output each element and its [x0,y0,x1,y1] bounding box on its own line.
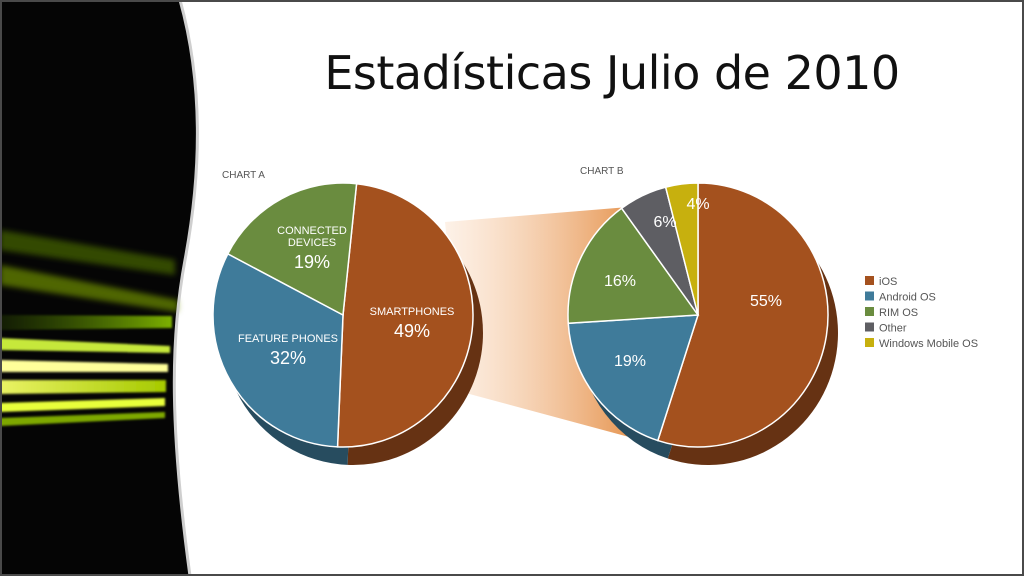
chart-a-slice-value-0: 49% [394,321,430,341]
chart-a-slice-name-2: DEVICES [288,237,336,249]
legend-swatch-3 [865,322,874,332]
slide-title: Estadísticas Julio de 2010 [324,46,900,100]
chart-a-slice-1 [212,252,344,448]
chart-b-slice-value-1: 19% [614,353,646,370]
legend-swatch-2 [865,307,874,316]
chart-b-slice-value-4: 4% [686,196,709,213]
chart-b-slice-1 [567,314,700,442]
chart-b-slice-0 [656,182,829,448]
chart-b-slice-4 [664,182,699,316]
chart-b-slice-value-0: 55% [750,293,782,310]
chart-a-slice-name-1: FEATURE PHONES [238,333,338,345]
decorative-light-streaks [0,0,199,576]
chart-a: SMARTPHONES 49% FEATURE PHONES 32% CONNECTED… [212,170,484,466]
legend-swatch-0 [865,276,874,285]
chart-b-slice-2 [567,207,700,325]
chart-a-slice-2 [226,182,358,317]
chart-b-slice-value-2: 16% [604,273,636,290]
chart-b-legend: iOS Android OS RIM OS Other Windows Mobile O… [865,276,978,350]
legend-swatch-1 [865,291,874,301]
chart-a-slice-name-0: SMARTPHONES [370,306,455,318]
chart-a-title: CHART A [222,170,265,181]
legend-label-0: iOS [879,276,897,288]
chart-b: 55% 19% 16% 6% 4% CHART B [567,166,838,465]
chart-b-title: CHART B [580,166,624,177]
legend-label-1: Android OS [879,292,936,304]
chart-a-slice-name-2: CONNECTED [277,225,347,237]
legend-label-2: RIM OS [879,307,918,319]
legend-swatch-4 [865,338,874,347]
legend-label-3: Other [879,323,907,335]
chart-a-slice-0 [336,182,474,448]
chart-a-slice-value-1: 32% [270,348,306,368]
chart-b-slice-value-3: 6% [653,214,676,231]
legend-label-4: Windows Mobile OS [879,338,978,350]
chart-a-slice-value-2: 19% [294,252,330,272]
